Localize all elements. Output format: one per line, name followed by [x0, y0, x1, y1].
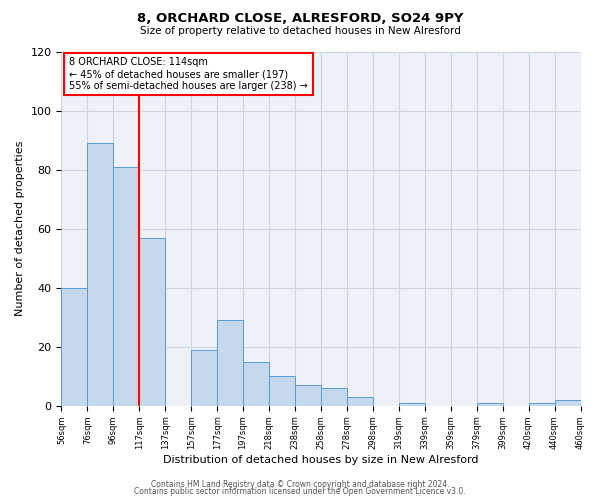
Bar	[269, 376, 295, 406]
Bar	[191, 350, 217, 406]
Text: 8, ORCHARD CLOSE, ALRESFORD, SO24 9PY: 8, ORCHARD CLOSE, ALRESFORD, SO24 9PY	[137, 12, 463, 26]
Bar	[347, 397, 373, 406]
Text: Size of property relative to detached houses in New Alresford: Size of property relative to detached ho…	[140, 26, 460, 36]
Text: Contains HM Land Registry data © Crown copyright and database right 2024.: Contains HM Land Registry data © Crown c…	[151, 480, 449, 489]
Bar	[554, 400, 581, 406]
Bar	[113, 166, 139, 406]
Y-axis label: Number of detached properties: Number of detached properties	[15, 141, 25, 316]
Bar	[399, 403, 425, 406]
Text: 8 ORCHARD CLOSE: 114sqm
← 45% of detached houses are smaller (197)
55% of semi-d: 8 ORCHARD CLOSE: 114sqm ← 45% of detache…	[69, 58, 308, 90]
Bar	[61, 288, 88, 406]
X-axis label: Distribution of detached houses by size in New Alresford: Distribution of detached houses by size …	[163, 455, 479, 465]
Bar	[321, 388, 347, 406]
Bar	[476, 403, 503, 406]
Bar	[243, 362, 269, 406]
Bar	[217, 320, 243, 406]
Bar	[529, 403, 554, 406]
Bar	[88, 143, 113, 406]
Text: Contains public sector information licensed under the Open Government Licence v3: Contains public sector information licen…	[134, 488, 466, 496]
Bar	[139, 238, 165, 406]
Bar	[295, 385, 321, 406]
